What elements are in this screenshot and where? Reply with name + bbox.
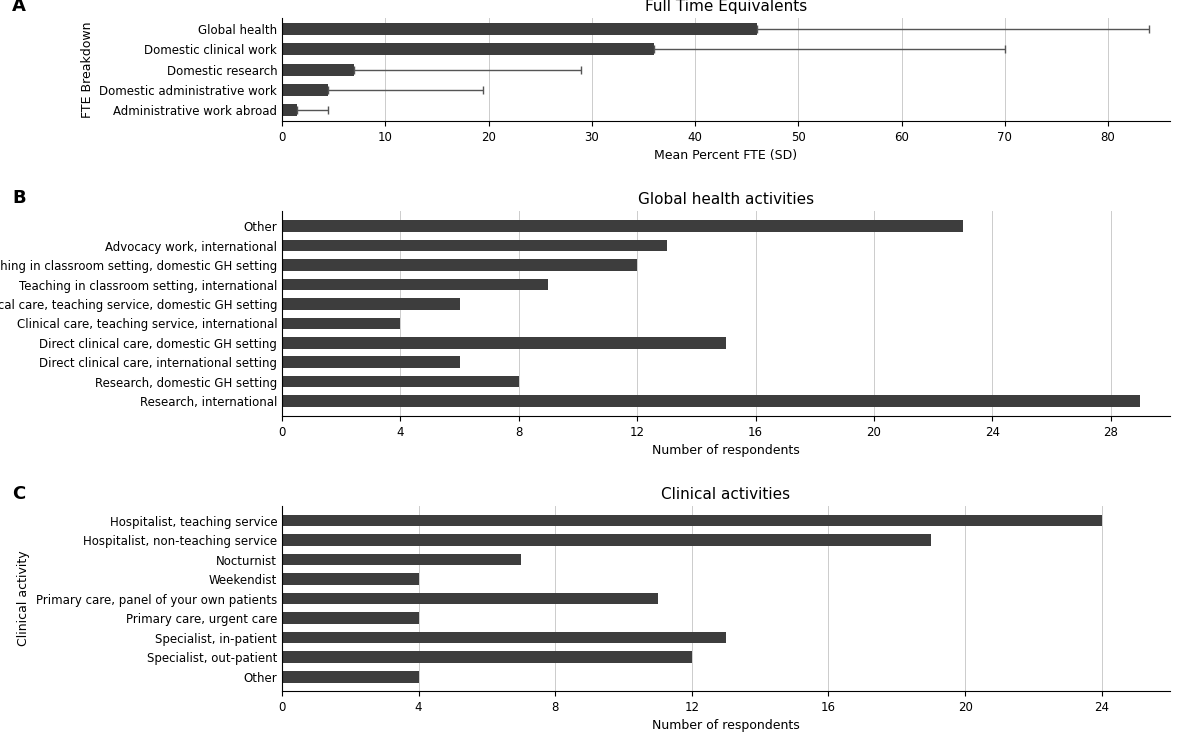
Bar (282, 514, 1102, 526)
Bar (282, 279, 548, 290)
Bar (282, 612, 419, 624)
Bar (282, 43, 654, 55)
Y-axis label: FTE Breakdown: FTE Breakdown (80, 21, 94, 118)
Bar (282, 220, 962, 232)
Title: Clinical activities: Clinical activities (661, 487, 791, 503)
Bar (282, 63, 354, 76)
Text: C: C (12, 484, 25, 503)
Bar (282, 553, 521, 565)
Bar (282, 534, 931, 546)
Y-axis label: Clinical activity: Clinical activity (17, 551, 30, 647)
Bar (282, 356, 460, 368)
Bar (282, 318, 401, 329)
Bar (282, 395, 1140, 407)
Bar (282, 573, 419, 585)
Bar (282, 632, 726, 644)
X-axis label: Number of respondents: Number of respondents (652, 719, 800, 732)
Text: B: B (12, 190, 25, 207)
Bar (282, 337, 726, 348)
X-axis label: Number of respondents: Number of respondents (652, 445, 800, 457)
Bar (282, 104, 298, 116)
Bar (282, 23, 757, 35)
Bar (282, 240, 667, 251)
Bar (282, 651, 692, 663)
X-axis label: Mean Percent FTE (SD): Mean Percent FTE (SD) (654, 149, 798, 162)
Bar (282, 376, 518, 387)
Bar (282, 84, 329, 96)
Bar (282, 298, 460, 309)
Text: A: A (12, 0, 26, 15)
Bar (282, 593, 658, 604)
Title: Full Time Equivalents: Full Time Equivalents (644, 0, 808, 15)
Bar (282, 259, 637, 271)
Bar (282, 671, 419, 683)
Title: Global health activities: Global health activities (638, 192, 814, 207)
